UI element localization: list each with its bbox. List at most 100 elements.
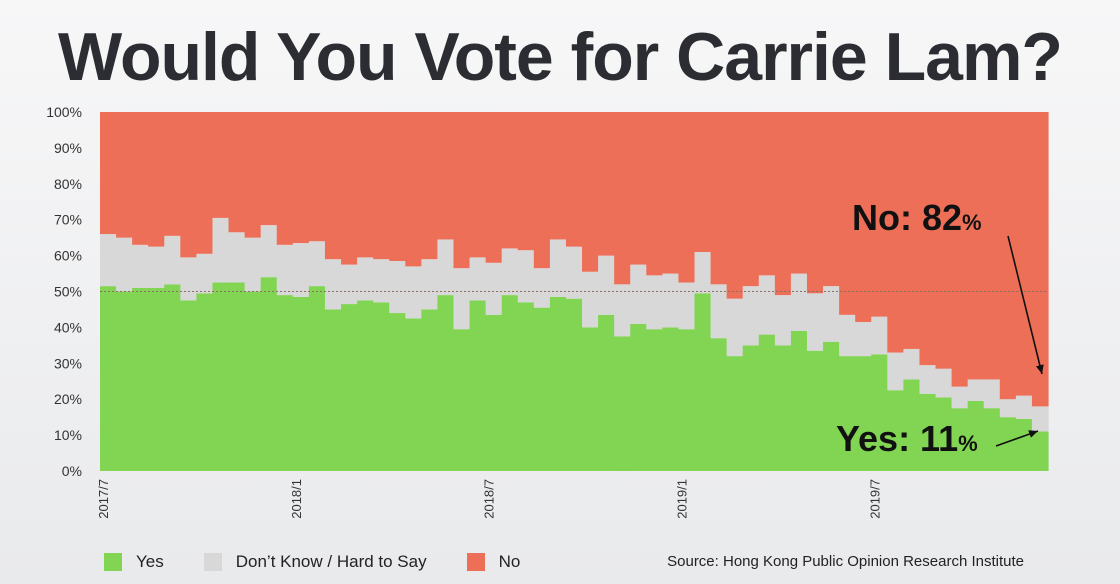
bar-no-24: [485, 112, 503, 263]
bar-dk-3: [148, 246, 165, 288]
bar-yes-28: [549, 296, 567, 471]
bar-no-27: [533, 112, 551, 269]
bar-yes-40: [742, 345, 760, 471]
bar-dk-34: [646, 275, 663, 330]
bar-no-26: [517, 112, 535, 251]
bar-yes-37: [694, 293, 712, 471]
bar-no-0: [100, 112, 117, 235]
bar-dk-5: [180, 257, 198, 301]
bar-yes-18: [389, 313, 406, 471]
bar-dk-10: [260, 225, 278, 278]
x-tick-label: 2018/7: [482, 479, 497, 519]
bar-dk-19: [405, 266, 422, 319]
bar-dk-42: [774, 295, 792, 346]
bar-yes-47: [855, 356, 872, 471]
bar-dk-13: [308, 241, 326, 287]
bar-no-45: [823, 112, 840, 287]
no-annotation-pct: %: [962, 210, 982, 235]
y-tick-label: 80%: [54, 176, 82, 192]
bar-yes-19: [405, 318, 422, 471]
bar-yes-25: [501, 295, 519, 471]
bar-dk-32: [614, 284, 631, 337]
no-annotation-arrow: [1007, 235, 1044, 375]
bar-no-49: [887, 112, 904, 353]
legend-label-yes: Yes: [136, 552, 164, 571]
bar-yes-50: [903, 379, 921, 471]
bar-yes-22: [453, 329, 471, 471]
bar-yes-3: [148, 287, 165, 471]
bar-no-3: [148, 112, 165, 247]
bar-dk-21: [437, 239, 455, 296]
legend-label-no: No: [498, 552, 521, 571]
bar-yes-49: [887, 390, 904, 471]
bar-dk-14: [324, 259, 342, 310]
bar-no-8: [228, 112, 246, 233]
bar-no-43: [790, 112, 808, 274]
bar-yes-30: [582, 327, 599, 471]
bar-no-6: [196, 112, 214, 254]
bar-yes-23: [469, 300, 487, 471]
bar-yes-43: [790, 330, 808, 471]
bar-dk-16: [357, 257, 374, 301]
bar-dk-29: [565, 246, 583, 299]
bar-yes-42: [774, 345, 792, 471]
x-tick-label: 2017/7: [96, 479, 111, 519]
bar-dk-50: [903, 348, 921, 380]
bar-no-21: [437, 112, 455, 240]
bar-yes-12: [292, 296, 310, 471]
y-tick-label: 10%: [54, 427, 82, 443]
bar-yes-6: [196, 293, 214, 471]
legend-swatch-dk: [203, 553, 222, 571]
y-tick-label: 60%: [54, 248, 82, 264]
bar-dk-6: [196, 253, 214, 294]
bar-dk-55: [983, 379, 1001, 409]
y-tick-label: 70%: [54, 212, 82, 228]
bar-no-20: [421, 112, 439, 260]
bar-no-9: [244, 112, 262, 238]
bar-dk-58: [1031, 406, 1049, 432]
legend-item-dk: Don’t Know / Hard to Say: [203, 552, 427, 572]
no-annotation: No: 82%: [852, 197, 982, 239]
bar-yes-24: [485, 314, 503, 471]
bar-dk-1: [116, 237, 133, 292]
no-annotation-label: No: 82: [852, 197, 963, 238]
bar-yes-36: [678, 329, 696, 471]
bar-dk-27: [533, 268, 551, 308]
bar-dk-20: [421, 259, 439, 310]
bar-no-35: [662, 112, 680, 274]
bar-dk-12: [292, 243, 310, 297]
bar-dk-23: [469, 257, 487, 301]
bar-yes-15: [341, 304, 358, 471]
x-tick-label: 2018/1: [289, 479, 304, 519]
plot-area: [100, 112, 1049, 472]
y-tick-label: 50%: [54, 284, 82, 300]
bar-no-12: [292, 112, 310, 244]
y-tick-label: 90%: [54, 140, 82, 156]
bar-no-17: [373, 112, 390, 260]
bar-no-22: [453, 112, 471, 269]
bar-yes-45: [823, 341, 840, 471]
annotation-arrows: [995, 235, 1044, 447]
bar-dk-33: [630, 264, 647, 324]
bar-no-54: [967, 112, 985, 380]
bar-no-10: [260, 112, 278, 226]
bar-yes-52: [935, 397, 953, 471]
bar-no-16: [357, 112, 374, 258]
bar-dk-0: [100, 234, 117, 287]
bar-no-36: [678, 112, 696, 283]
bar-no-33: [630, 112, 647, 265]
bar-no-39: [726, 112, 744, 299]
bar-no-44: [806, 112, 824, 294]
x-tick-label: 2019/1: [674, 479, 689, 519]
bar-yes-1: [116, 291, 133, 471]
source-note: Source: Hong Kong Public Opinion Researc…: [667, 553, 1024, 570]
bar-yes-54: [967, 401, 985, 471]
bar-no-15: [341, 112, 358, 265]
bar-no-7: [212, 112, 230, 218]
bar-dk-43: [790, 273, 808, 331]
bar-no-42: [774, 112, 792, 296]
bar-dk-8: [228, 232, 246, 283]
bar-no-37: [694, 112, 712, 253]
legend: Yes Don’t Know / Hard to Say No: [104, 552, 560, 572]
bar-yes-21: [437, 295, 455, 471]
